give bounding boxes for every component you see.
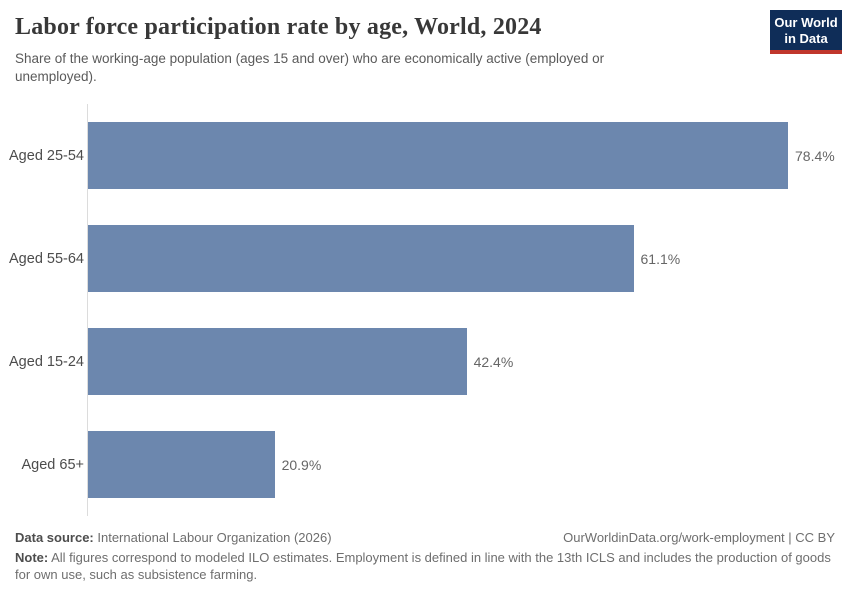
owid-link[interactable]: OurWorldinData.org/work-employment | CC … — [563, 530, 835, 545]
note-text: All figures correspond to modeled ILO es… — [15, 550, 831, 582]
value-label: 78.4% — [795, 147, 835, 164]
y-axis-line — [87, 104, 88, 516]
chart-header: Labor force participation rate by age, W… — [15, 14, 755, 86]
data-source-label: Data source: — [15, 530, 94, 545]
bar-aged-65plus — [88, 431, 275, 498]
bar-aged-55-64 — [88, 225, 634, 292]
category-label: Aged 65+ — [21, 456, 85, 473]
chart-title: Labor force participation rate by age, W… — [15, 14, 542, 40]
owid-logo-line1: Our World — [774, 15, 838, 30]
chart-footer: Data source: International Labour Organi… — [15, 530, 835, 584]
category-label: Aged 15-24 — [9, 353, 84, 370]
value-label: 61.1% — [640, 250, 681, 267]
owid-logo[interactable]: Our World in Data — [770, 10, 842, 55]
bar-row-aged-25-54: Aged 25-54 78.4% — [0, 104, 850, 207]
owid-logo-line2: in Data — [784, 30, 828, 46]
category-label: Aged 25-54 — [9, 147, 84, 164]
bar-row-aged-15-24: Aged 15-24 42.4% — [0, 310, 850, 413]
value-label: 20.9% — [281, 456, 322, 473]
bar-row-aged-65plus: Aged 65+ 20.9% — [0, 413, 850, 516]
value-label: 42.4% — [473, 353, 514, 370]
chart-subtitle: Share of the working-age population (age… — [15, 51, 605, 85]
bar-aged-25-54 — [88, 122, 788, 189]
bar-chart: Aged 25-54 78.4% Aged 55-64 61.1% Aged 1… — [0, 104, 850, 516]
note-label: Note: — [15, 550, 49, 565]
category-label: Aged 55-64 — [9, 250, 84, 267]
data-source: Data source: International Labour Organi… — [15, 530, 332, 545]
bar-aged-15-24 — [88, 328, 467, 395]
data-source-value: International Labour Organization (2026) — [97, 530, 332, 545]
bar-row-aged-55-64: Aged 55-64 61.1% — [0, 207, 850, 310]
